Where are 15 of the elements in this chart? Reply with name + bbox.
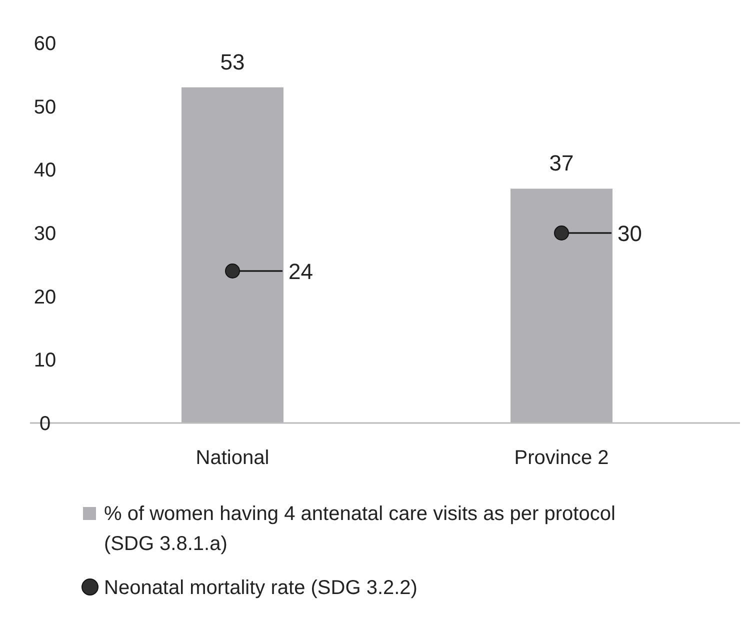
y-tick-label: 0 bbox=[39, 413, 51, 435]
legend-label: Neonatal mortality rate (SDG 3.2.2) bbox=[104, 577, 418, 599]
data-label: 24 bbox=[288, 259, 313, 284]
x-tick-label: Province 2 bbox=[514, 447, 609, 469]
y-tick-label: 30 bbox=[34, 223, 56, 245]
y-tick-label: 40 bbox=[34, 160, 56, 182]
y-tick-label: 50 bbox=[34, 96, 56, 118]
y-tick-label: 60 bbox=[34, 33, 56, 55]
x-tick-label: National bbox=[196, 447, 270, 469]
data-label: 37 bbox=[549, 150, 574, 176]
data-label: 30 bbox=[618, 221, 642, 246]
y-tick-label: 10 bbox=[34, 350, 56, 372]
data-label: 53 bbox=[220, 49, 245, 74]
y-tick-label: 20 bbox=[34, 286, 56, 308]
legend-label: % of women having 4 antenatal care visits as per protocol (SDG 3.8.1.a) bbox=[104, 503, 616, 555]
